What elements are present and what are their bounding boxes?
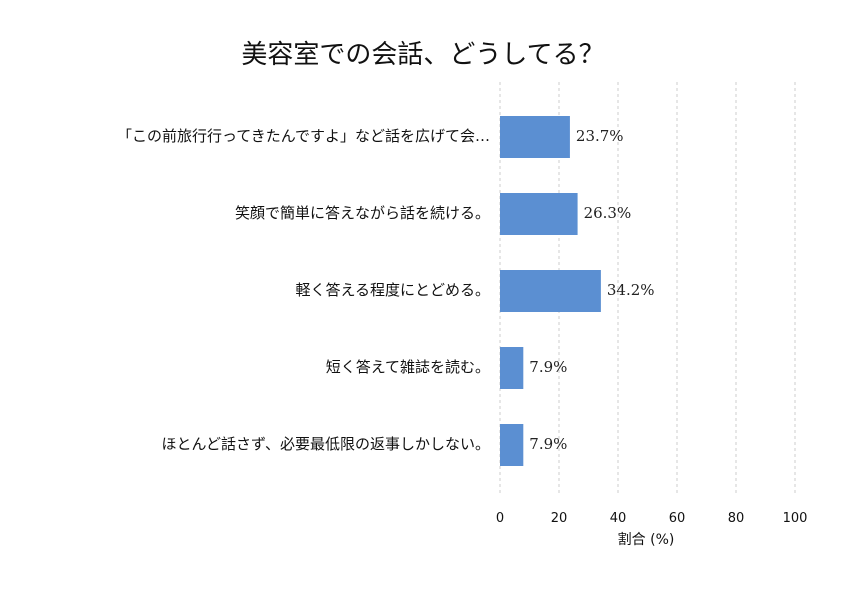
x-tick-label-100: 100 — [783, 511, 808, 526]
x-axis-label: 割合 (%) — [618, 531, 675, 548]
data-label-0: 23.7% — [576, 127, 624, 145]
bar-1 — [500, 193, 578, 235]
bar-2 — [500, 270, 601, 312]
category-label-4: ほとんど話さず、必要最低限の返事しかしない。 — [161, 435, 490, 453]
data-label-2: 34.2% — [607, 281, 655, 299]
x-tick-label-20: 20 — [551, 511, 568, 526]
category-label-0: 「この前旅行行ってきたんですよ」など話を広げて会… — [117, 127, 490, 145]
x-tick-label-40: 40 — [610, 511, 627, 526]
bar-4 — [500, 424, 524, 466]
category-label-2: 軽く答える程度にとどめる。 — [295, 281, 490, 299]
category-label-3: 短く答えて雑誌を読む。 — [326, 358, 490, 376]
x-tick-label-80: 80 — [728, 511, 745, 526]
data-label-1: 26.3% — [584, 204, 632, 222]
category-label-1: 笑顔で簡単に答えながら話を続ける。 — [235, 204, 490, 222]
data-label-4: 7.9% — [529, 435, 567, 453]
chart-title: 美容室での会話、どうしてる？ — [241, 40, 605, 70]
x-tick-label-60: 60 — [669, 511, 686, 526]
data-label-3: 7.9% — [529, 358, 567, 376]
bar-3 — [500, 347, 524, 389]
x-tick-label-0: 0 — [496, 511, 504, 526]
bar-0 — [500, 116, 570, 158]
